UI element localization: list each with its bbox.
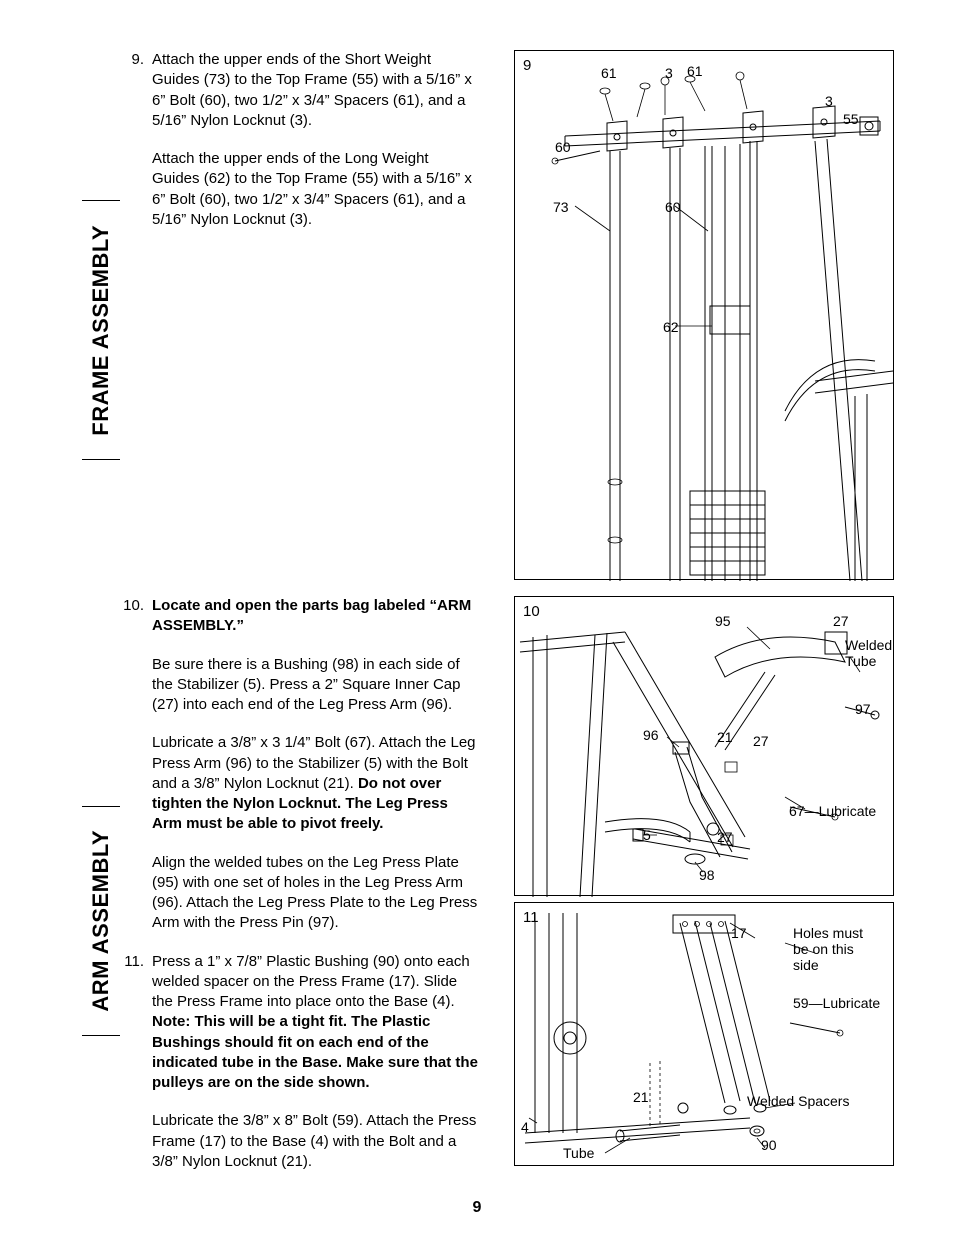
step-body: Press a 1” x 7/8” Plastic Bushing (90) o… <box>152 952 480 1173</box>
label-96: 96 <box>643 727 659 743</box>
label-90: 90 <box>761 1137 777 1153</box>
step-number: 11. <box>120 952 152 1173</box>
step-number: 10. <box>120 596 152 934</box>
label-welded-spacers: Welded Spacers <box>747 1093 849 1109</box>
label-4: 4 <box>521 1119 529 1135</box>
step-11: 11. Press a 1” x 7/8” Plastic Bushing (9… <box>120 952 480 1173</box>
label-62: 62 <box>663 319 679 335</box>
section-tab-label: FRAME ASSEMBLY <box>88 225 114 436</box>
text-column-upper: 9. Attach the upper ends of the Short We… <box>120 50 480 248</box>
figure-11: 11 <box>514 902 894 1166</box>
figure-10: 10 <box>514 596 894 896</box>
step-9-p1: Attach the upper ends of the Short Weigh… <box>152 50 480 131</box>
step-10-p4: Align the welded tubes on the Leg Press … <box>152 853 480 934</box>
label-27: 27 <box>833 613 849 629</box>
step-11-p2: Lubricate the 3/8” x 8” Bolt (59). Attac… <box>152 1111 480 1172</box>
label-17: 17 <box>731 925 747 941</box>
figure-9-drawing <box>515 51 895 581</box>
label-95: 95 <box>715 613 731 629</box>
label-59-lubricate: 59—Lubricate <box>793 995 880 1011</box>
label-21: 21 <box>633 1089 649 1105</box>
arm-assembly-block: ARM ASSEMBLY 10. Locate and open the par… <box>60 596 894 1166</box>
step-body: Attach the upper ends of the Short Weigh… <box>152 50 480 230</box>
text-column-lower: 10. Locate and open the parts bag labele… <box>120 596 480 1190</box>
label-27: 27 <box>717 829 733 845</box>
step-body: Locate and open the parts bag labeled “A… <box>152 596 480 934</box>
label-60: 60 <box>665 199 681 215</box>
frame-assembly-block: FRAME ASSEMBLY 9. Attach the upper ends … <box>60 50 894 596</box>
label-holes-side: Holes must be on this side <box>793 925 863 973</box>
step-11-p1: Press a 1” x 7/8” Plastic Bushing (90) o… <box>152 952 480 1094</box>
label-3: 3 <box>825 93 833 109</box>
section-tab-frame-assembly: FRAME ASSEMBLY <box>82 200 120 460</box>
label-5: 5 <box>643 827 651 843</box>
page: FRAME ASSEMBLY 9. Attach the upper ends … <box>0 0 954 1235</box>
label-61: 61 <box>687 63 703 79</box>
step-9-p2: Attach the upper ends of the Long Weight… <box>152 149 480 230</box>
step-10-p2: Be sure there is a Bushing (98) in each … <box>152 655 480 716</box>
step-10-p1: Locate and open the parts bag labeled “A… <box>152 596 480 637</box>
label-21: 21 <box>717 729 733 745</box>
step-number: 9. <box>120 50 152 230</box>
section-tab-label: ARM ASSEMBLY <box>88 830 114 1012</box>
label-welded-tube: Welded Tube <box>845 637 892 669</box>
label-60: 60 <box>555 139 571 155</box>
step-9: 9. Attach the upper ends of the Short We… <box>120 50 480 230</box>
label-27: 27 <box>753 733 769 749</box>
label-97: 97 <box>855 701 871 717</box>
label-67-lubricate: 67—Lubricate <box>789 803 876 819</box>
label-3: 3 <box>665 65 673 81</box>
figure-9: 9 <box>514 50 894 580</box>
section-tab-arm-assembly: ARM ASSEMBLY <box>82 806 120 1036</box>
label-73: 73 <box>553 199 569 215</box>
label-61: 61 <box>601 65 617 81</box>
step-10-p3: Lubricate a 3/8” x 3 1/4” Bolt (67). Att… <box>152 733 480 834</box>
page-number: 9 <box>0 1199 954 1217</box>
label-98: 98 <box>699 867 715 883</box>
figure-10-drawing <box>515 597 895 897</box>
step-10: 10. Locate and open the parts bag labele… <box>120 596 480 934</box>
label-55: 55 <box>843 111 859 127</box>
label-tube: Tube <box>563 1145 594 1161</box>
